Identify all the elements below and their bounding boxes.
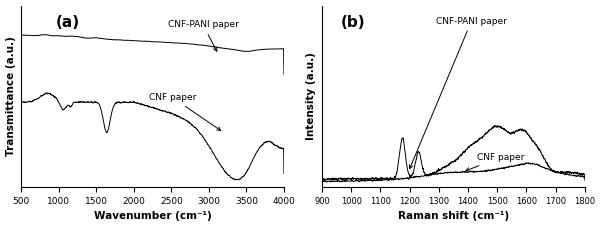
Y-axis label: Intensity (a.u.): Intensity (a.u.) — [307, 52, 317, 140]
X-axis label: Raman shift (cm⁻¹): Raman shift (cm⁻¹) — [398, 211, 509, 222]
Text: CNF paper: CNF paper — [149, 93, 221, 131]
Y-axis label: Transmittance (a.u.): Transmittance (a.u.) — [5, 36, 16, 156]
Text: (a): (a) — [55, 15, 79, 30]
X-axis label: Wavenumber (cm⁻¹): Wavenumber (cm⁻¹) — [94, 211, 212, 222]
Text: CNF paper: CNF paper — [466, 153, 524, 171]
Text: CNF-PANI paper: CNF-PANI paper — [168, 20, 239, 51]
Text: CNF-PANI paper: CNF-PANI paper — [409, 17, 507, 169]
Text: (b): (b) — [340, 15, 365, 30]
